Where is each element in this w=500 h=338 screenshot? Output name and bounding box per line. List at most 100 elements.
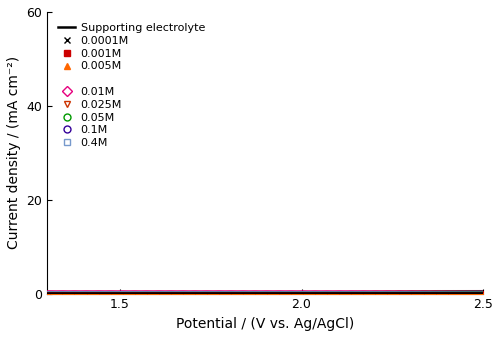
Point [135, 291, 143, 296]
Point [424, 291, 432, 296]
Point [156, 291, 164, 296]
Point [128, 291, 136, 296]
Point [75, 291, 83, 296]
Point [360, 291, 368, 296]
Point [318, 291, 326, 296]
Point [76, 291, 84, 296]
Point [78, 291, 86, 296]
Point [194, 291, 202, 296]
Point [214, 291, 222, 296]
Point [230, 291, 237, 296]
Point [268, 291, 276, 296]
Point [91, 291, 99, 296]
Point [231, 291, 239, 296]
Point [475, 291, 483, 296]
Point [442, 291, 450, 296]
Point [380, 291, 388, 296]
Point [184, 291, 192, 296]
Point [394, 291, 402, 296]
Point [304, 291, 312, 296]
Point [432, 291, 440, 296]
Point [294, 291, 302, 296]
Point [82, 291, 90, 296]
Point [449, 291, 457, 296]
Point [255, 291, 263, 296]
Point [410, 291, 418, 296]
Point [60, 291, 68, 296]
Point [140, 291, 148, 296]
Point [440, 291, 448, 296]
Point [262, 291, 270, 296]
Point [474, 291, 482, 296]
Point [70, 291, 78, 296]
Point [454, 291, 462, 296]
Point [262, 291, 270, 296]
Point [356, 291, 364, 296]
Point [396, 291, 404, 296]
Point [456, 291, 464, 296]
Point [300, 291, 308, 296]
Point [436, 291, 444, 296]
Point [341, 291, 349, 296]
Point [314, 291, 322, 296]
Point [190, 291, 198, 296]
Point [452, 291, 460, 296]
Point [144, 291, 152, 296]
Point [346, 291, 354, 296]
Point [159, 291, 167, 296]
Point [130, 291, 138, 296]
Point [374, 291, 382, 296]
Point [120, 291, 128, 296]
Point [380, 291, 388, 296]
Point [55, 291, 63, 296]
Point [144, 291, 152, 296]
Point [382, 291, 390, 296]
Point [427, 291, 435, 296]
Point [182, 291, 190, 296]
Point [472, 290, 480, 296]
Point [326, 291, 334, 296]
Point [462, 291, 470, 296]
Point [224, 291, 232, 296]
Point [233, 291, 241, 296]
Point [160, 291, 168, 296]
Point [108, 291, 116, 296]
Point [370, 291, 378, 296]
Point [398, 291, 406, 296]
Point [264, 291, 272, 296]
Point [315, 291, 323, 296]
Point [298, 291, 306, 296]
Point [342, 291, 350, 296]
Point [312, 291, 320, 296]
Point [444, 291, 452, 296]
Point [330, 291, 338, 296]
Point [266, 291, 274, 296]
Point [384, 291, 392, 296]
Point [392, 291, 400, 296]
Point [456, 291, 464, 296]
Point [113, 291, 121, 296]
Point [416, 291, 424, 296]
Point [296, 291, 304, 296]
Point [255, 291, 263, 296]
Point [86, 291, 94, 296]
Point [101, 291, 109, 296]
Point [267, 291, 275, 296]
Point [452, 291, 460, 296]
Point [353, 291, 361, 296]
Point [111, 291, 119, 296]
Point [172, 291, 180, 296]
Point [305, 291, 313, 296]
Point [100, 291, 108, 296]
Point [420, 291, 428, 296]
Point [106, 291, 114, 296]
Point [451, 291, 459, 296]
Point [226, 291, 234, 296]
Point [456, 291, 464, 296]
Point [180, 291, 188, 296]
Point [422, 291, 430, 296]
Point [312, 291, 320, 296]
Point [108, 291, 116, 296]
Point [63, 291, 71, 296]
Point [475, 290, 483, 296]
